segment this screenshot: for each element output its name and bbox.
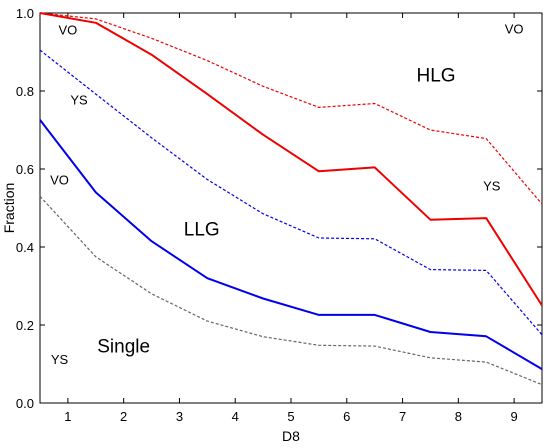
series-lines <box>39 12 543 386</box>
y-tick-label: 1.0 <box>16 6 34 21</box>
region-annotation: VO <box>58 22 77 37</box>
y-axis-label: Fraction <box>1 183 17 234</box>
y-tick-label: 0.8 <box>16 84 34 99</box>
x-tick-label: 7 <box>399 409 406 424</box>
series-line-5 <box>39 195 543 386</box>
axis-ticks: 1 2 3 4 5 6 7 8 9 0.0 0.2 0.4 0.6 0.8 1.0 <box>16 6 542 424</box>
region-annotation: HLG <box>416 65 455 86</box>
region-annotation: Single <box>97 336 150 357</box>
x-tick-label: 8 <box>455 409 462 424</box>
series-line-3 <box>39 49 543 336</box>
region-annotation: YS <box>51 352 69 367</box>
x-tick-label: 9 <box>510 409 517 424</box>
series-line-4 <box>39 119 543 370</box>
region-annotation: YS <box>483 178 501 193</box>
series-line-1 <box>39 12 543 205</box>
region-annotation: VO <box>50 173 69 188</box>
y-tick-label: 0.2 <box>16 318 34 333</box>
x-tick-label: 6 <box>343 409 350 424</box>
x-tick-label: 4 <box>232 409 239 424</box>
y-tick-label: 0.0 <box>16 396 34 411</box>
y-tick-label: 0.6 <box>16 162 34 177</box>
x-tick-label: 2 <box>120 409 127 424</box>
x-tick-label: 5 <box>287 409 294 424</box>
y-tick-label: 0.4 <box>16 240 34 255</box>
series-line-2 <box>39 12 543 307</box>
x-tick-label: 1 <box>64 409 71 424</box>
x-tick-label: 3 <box>176 409 183 424</box>
x-axis-label: D8 <box>282 428 300 444</box>
region-annotations: VO VO HLG YS VO YS LLG Single YS <box>50 21 523 367</box>
region-annotation: LLG <box>184 219 220 240</box>
region-annotation: YS <box>70 93 88 108</box>
region-annotation: VO <box>505 21 524 36</box>
